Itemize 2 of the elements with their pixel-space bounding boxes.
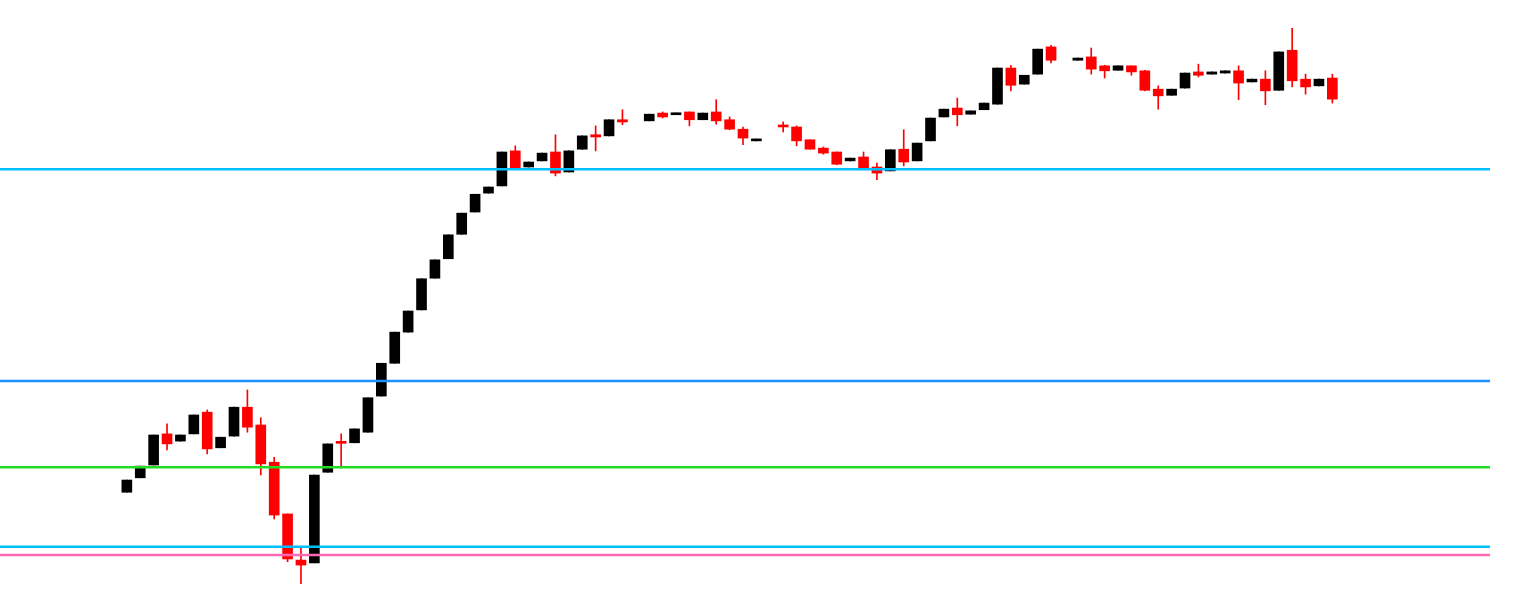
candlestick [335,433,347,469]
candlestick [1152,85,1164,110]
